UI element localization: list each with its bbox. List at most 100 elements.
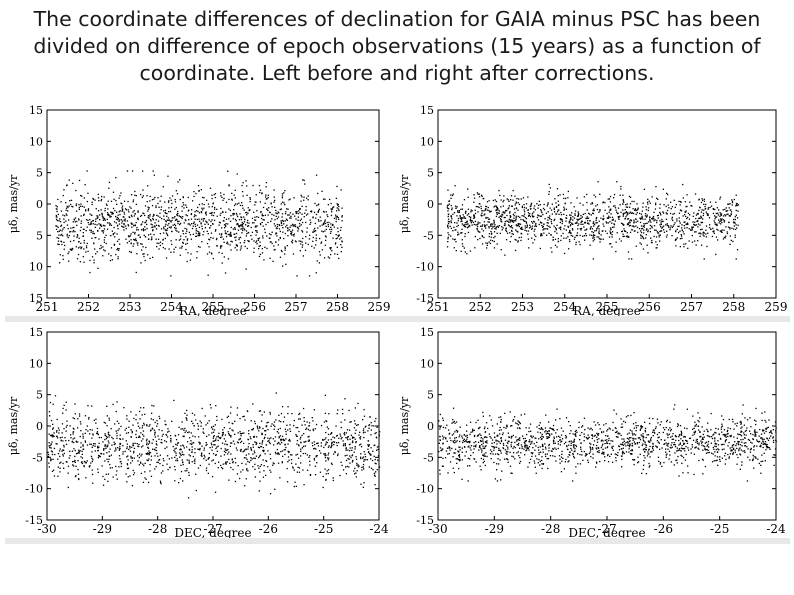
chart-2-point <box>150 475 153 477</box>
chart-0-point <box>69 248 71 250</box>
chart-2-point <box>112 403 114 406</box>
chart-2-point <box>376 426 378 428</box>
chart-1-point <box>631 212 633 214</box>
chart-2-point <box>101 465 103 467</box>
chart-1-point <box>462 245 464 247</box>
chart-2-point <box>108 417 110 419</box>
chart-1-point <box>466 221 468 224</box>
chart-1-point <box>521 233 523 235</box>
chart-0-point <box>244 219 246 221</box>
chart-2-point <box>149 470 151 472</box>
chart-0-point <box>303 216 305 218</box>
chart-0-point <box>290 232 292 234</box>
chart-2-point <box>226 461 228 463</box>
chart-0-point <box>210 220 212 223</box>
chart-1-point <box>504 254 506 256</box>
chart-1-point <box>507 208 509 210</box>
chart-1-point <box>477 211 479 213</box>
chart-0-point <box>66 235 68 237</box>
chart-0-point <box>301 213 303 215</box>
chart-2-point <box>53 435 55 437</box>
chart-1-point <box>695 214 698 216</box>
chart-0-point <box>167 234 169 237</box>
chart-2-point <box>357 464 359 466</box>
chart-3-point <box>697 419 699 422</box>
chart-2-point <box>148 453 150 455</box>
chart-3-point <box>506 426 508 428</box>
chart-0-point <box>280 221 283 224</box>
chart-3-point <box>528 446 531 448</box>
chart-1-point <box>571 222 573 224</box>
chart-1-y-tick-label: 10 <box>420 135 434 148</box>
chart-3-point <box>607 453 609 456</box>
chart-0-point <box>200 189 202 191</box>
chart-3-point <box>512 434 514 437</box>
chart-1-point <box>665 212 667 214</box>
chart-0-point <box>174 216 176 218</box>
chart-1-point <box>550 219 553 221</box>
chart-0-point <box>281 216 283 218</box>
chart-3-point <box>614 453 616 455</box>
chart-0-point <box>246 233 248 235</box>
chart-0-point <box>270 220 272 222</box>
chart-1-point <box>553 211 556 213</box>
chart-0-point <box>117 249 120 251</box>
chart-0-point <box>244 229 246 231</box>
chart-0-point <box>111 211 113 214</box>
chart-1-point <box>470 220 472 222</box>
chart-0-point <box>197 230 199 232</box>
chart-0-point <box>125 209 128 211</box>
chart-1-point <box>463 225 466 228</box>
chart-3-point <box>485 452 487 454</box>
chart-0-point <box>72 206 74 208</box>
chart-2-point <box>324 452 326 455</box>
chart-3-point <box>634 434 637 436</box>
chart-2-point <box>115 465 117 468</box>
chart-1-point <box>729 227 731 229</box>
chart-3-point <box>683 443 685 445</box>
chart-2-point <box>147 443 149 445</box>
chart-2-point <box>92 434 94 436</box>
chart-2-point <box>132 424 134 426</box>
chart-1-point <box>649 202 651 204</box>
chart-2-point <box>234 462 237 464</box>
chart-0-point <box>195 215 197 217</box>
chart-0-point <box>73 240 75 242</box>
chart-1-point <box>618 217 620 219</box>
chart-0-point <box>328 257 331 259</box>
chart-0-point <box>117 214 119 216</box>
chart-1-point <box>582 204 584 206</box>
chart-1-point <box>641 215 643 217</box>
chart-2-point <box>262 449 264 452</box>
chart-1-point <box>465 210 467 212</box>
chart-1-point <box>623 228 625 230</box>
chart-1-point <box>461 232 463 234</box>
chart-0-point <box>151 236 153 238</box>
chart-0-point <box>87 219 89 221</box>
chart-2-point <box>159 417 161 420</box>
chart-2-point <box>91 469 93 471</box>
chart-0-point <box>327 224 329 226</box>
chart-1-point <box>463 247 465 249</box>
chart-1-point <box>602 218 605 221</box>
chart-0-point <box>213 194 215 196</box>
chart-0-point <box>297 219 299 221</box>
chart-0-point <box>238 219 241 221</box>
chart-2-point <box>166 446 168 448</box>
chart-0-point <box>284 249 286 251</box>
chart-2-point <box>203 447 205 449</box>
chart-1-point <box>667 193 669 196</box>
chart-1-point <box>561 220 564 223</box>
chart-2-point <box>324 438 326 441</box>
chart-1-point <box>655 241 657 243</box>
chart-2-point <box>126 464 129 466</box>
chart-2-point <box>203 458 205 460</box>
chart-0-point <box>242 182 244 184</box>
chart-1-point <box>554 227 557 229</box>
chart-0-point <box>208 251 211 253</box>
chart-1-point <box>700 233 702 235</box>
chart-2-point <box>52 427 54 429</box>
chart-1-point <box>491 225 493 227</box>
chart-0-point <box>146 223 148 226</box>
chart-2-point <box>236 449 238 451</box>
